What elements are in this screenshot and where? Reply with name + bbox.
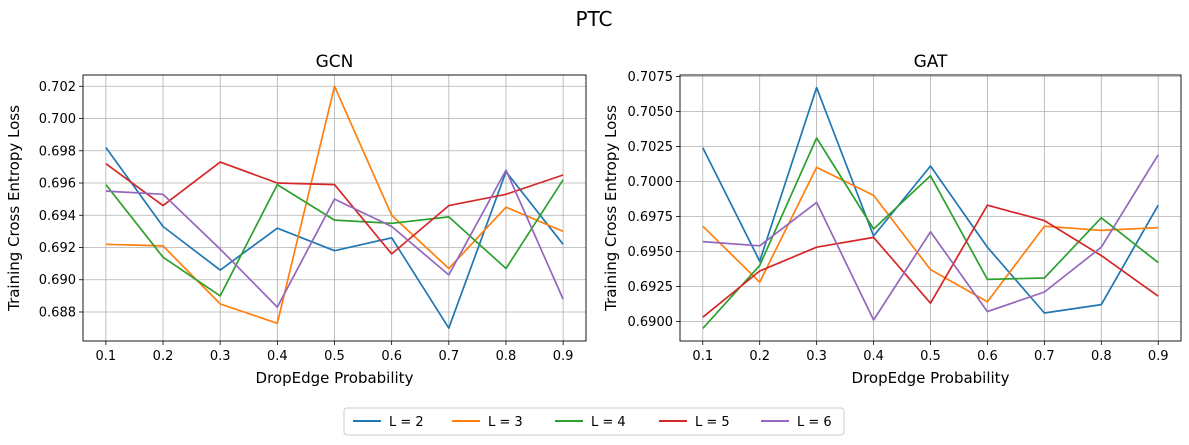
x-tick-label: 0.2 (153, 349, 174, 364)
x-tick-label: 0.8 (1091, 349, 1112, 364)
x-tick-label: 0.9 (553, 349, 574, 364)
x-tick-label: 0.9 (1148, 349, 1169, 364)
y-tick-label: 0.690 (39, 273, 76, 288)
x-axis-label: DropEdge Probability (256, 369, 414, 387)
legend-label: L = 4 (591, 415, 626, 430)
x-tick-label: 0.1 (96, 349, 117, 364)
y-tick-label: 0.6950 (628, 245, 674, 260)
series-line-l5 (105, 161, 564, 255)
plot-frame (679, 74, 1182, 342)
figure-title: PTC (575, 7, 612, 31)
x-tick-label: 0.4 (863, 349, 884, 364)
series-line-l6 (105, 169, 564, 308)
y-axis-label: Training Cross Entropy Loss (5, 105, 23, 312)
gat-chart: GAT 0.1 0.2 0.3 0.4 0.5 0.6 0.7 0.8 0.9 0.6900 0.69… (602, 52, 1182, 387)
y-tick-label: 0.7075 (628, 70, 674, 85)
x-tick-label: 0.7 (438, 349, 459, 364)
x-tick-label: 0.2 (749, 349, 770, 364)
y-tick-label: 0.698 (39, 144, 76, 159)
y-tick-label: 0.7050 (628, 105, 674, 120)
x-tick-label: 0.6 (381, 349, 402, 364)
x-tick-label: 0.3 (210, 349, 231, 364)
y-tick-label: 0.688 (39, 305, 76, 320)
chart-title: GCN (316, 52, 354, 72)
series-line-l3 (702, 166, 1159, 303)
y-tick-label: 0.7025 (628, 140, 674, 155)
legend-label: L = 6 (797, 415, 832, 430)
y-tick-label: 0.696 (39, 177, 76, 192)
series-line-l4 (702, 137, 1159, 329)
series-line-l4 (105, 179, 564, 297)
legend: L = 2 L = 3 L = 4 L = 5 L = 6 (343, 407, 845, 436)
x-tick-label: 0.5 (324, 349, 345, 364)
y-tick-label: 0.6900 (628, 315, 674, 330)
y-tick-label: 0.6925 (628, 280, 674, 295)
y-tick-label: 0.702 (39, 80, 76, 95)
x-tick-label: 0.1 (692, 349, 713, 364)
series-line-l5 (702, 204, 1159, 318)
x-axis-label: DropEdge Probability (852, 369, 1010, 387)
y-tick-label: 0.694 (39, 209, 76, 224)
series-line-l2 (105, 147, 564, 329)
y-axis-label: Training Cross Entropy Loss (602, 105, 620, 312)
series-line-l6 (702, 154, 1159, 321)
x-tick-label: 0.7 (1034, 349, 1055, 364)
x-tick-label: 0.5 (920, 349, 941, 364)
x-tick-label: 0.8 (496, 349, 517, 364)
y-tick-label: 0.6975 (628, 210, 674, 225)
series-line-l2 (702, 86, 1159, 314)
legend-label: L = 3 (488, 415, 523, 430)
legend-frame (343, 407, 845, 436)
y-tick-label: 0.7000 (628, 175, 674, 190)
series-line-l3 (105, 85, 564, 325)
gcn-chart: GCN 0.1 0.2 0.3 0.4 0.5 0.6 0.7 0.8 0.9 0.688 0.690… (5, 52, 587, 387)
legend-label: L = 5 (695, 415, 730, 430)
chart-title: GAT (914, 52, 948, 72)
y-tick-label: 0.700 (39, 112, 76, 127)
x-tick-label: 0.4 (267, 349, 288, 364)
x-tick-label: 0.6 (977, 349, 998, 364)
plot-frame (82, 74, 587, 342)
y-tick-label: 0.692 (39, 241, 76, 256)
legend-label: L = 2 (389, 415, 424, 430)
x-tick-label: 0.3 (806, 349, 827, 364)
